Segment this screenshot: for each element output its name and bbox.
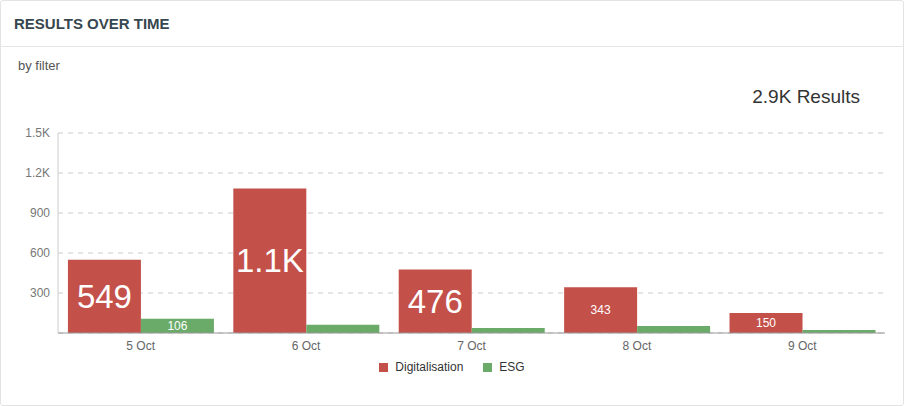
svg-text:8 Oct: 8 Oct [623, 339, 652, 353]
html-text:2.9K Results: 2.9K Results [752, 86, 860, 107]
svg-text:106: 106 [167, 319, 187, 333]
html-text:Digitalisation: Digitalisation [395, 360, 464, 374]
svg-text:1.5K: 1.5K [25, 126, 50, 140]
html-text:by filter: by filter [18, 58, 60, 73]
svg-text:343: 343 [591, 303, 611, 317]
html-text:ESG: ESG [499, 360, 525, 374]
svg-text:9 Oct: 9 Oct [788, 339, 817, 353]
svg-text:1.2K: 1.2K [25, 166, 50, 180]
html-text:RESULTS OVER TIME: RESULTS OVER TIME [14, 15, 170, 32]
svg-text:549: 549 [77, 278, 132, 315]
svg-text:600: 600 [30, 246, 50, 260]
svg-text:5 Oct: 5 Oct [126, 339, 155, 353]
svg-text:900: 900 [30, 206, 50, 220]
svg-text:1.1K: 1.1K [236, 242, 304, 279]
svg-text:150: 150 [756, 316, 776, 330]
svg-text:7 Oct: 7 Oct [457, 339, 486, 353]
svg-text:6 Oct: 6 Oct [292, 339, 321, 353]
svg-text:300: 300 [30, 286, 50, 300]
svg-text:476: 476 [408, 283, 463, 320]
